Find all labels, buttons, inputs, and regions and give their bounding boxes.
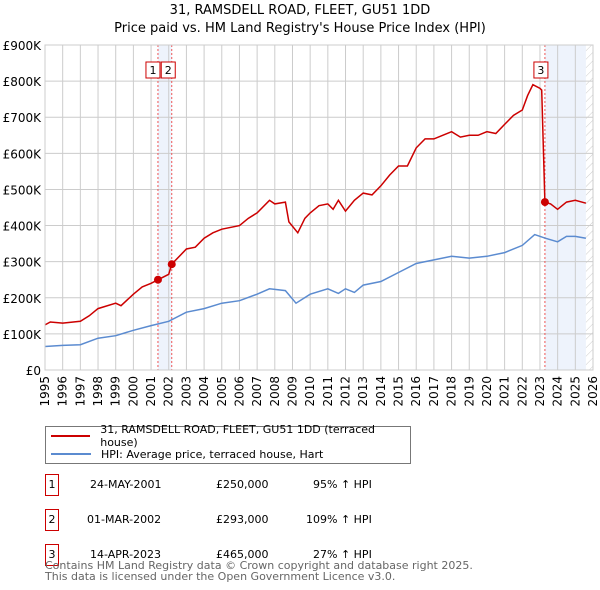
x-tick-label: 2011 — [321, 376, 335, 407]
y-tick-label: £800K — [3, 75, 43, 89]
sale-label: 3 — [537, 64, 544, 77]
x-tick-label: 1996 — [56, 376, 70, 407]
legend-swatch-hpi — [51, 453, 91, 455]
y-tick-label: £400K — [3, 220, 43, 234]
price-chart: £0 £100K £200K £300K £400K £500K £600K £700K £80… — [3, 39, 600, 407]
transaction-hpi: 27% ↑ HPI — [313, 548, 372, 561]
x-tick-label: 2019 — [462, 376, 476, 407]
transaction-date: 14-APR-2023 — [90, 548, 162, 561]
attribution-line-2: This data is licensed under the Open Gov… — [45, 570, 396, 583]
x-tick-label: 2018 — [445, 376, 459, 407]
legend-label-hpi: HPI: Average price, terraced house, Hart — [101, 447, 324, 461]
legend-label-property: 31, RAMSDELL ROAD, FLEET, GU51 1DD (terr… — [100, 423, 376, 449]
x-tick-label: 2025 — [568, 376, 582, 407]
transaction-row: 1 24-MAY-2001 £250,000 95% ↑ HPI — [45, 474, 445, 496]
sale-label-box — [160, 61, 176, 79]
attribution: Contains HM Land Registry data © Crown c… — [45, 560, 473, 582]
transaction-number: 1 — [45, 474, 59, 496]
x-tick-label: 2022 — [515, 376, 529, 407]
x-tick-label: 2020 — [480, 376, 494, 407]
x-tick-label: 1998 — [91, 376, 105, 407]
x-tick-label: 1997 — [73, 376, 87, 407]
x-tick-label: 2002 — [162, 376, 176, 407]
plot-frame — [44, 44, 594, 371]
y-tick-label: £200K — [3, 292, 43, 306]
x-tick-label: 2014 — [374, 376, 388, 407]
x-tick-label: 2001 — [144, 376, 158, 407]
x-tick-label: 2021 — [498, 376, 512, 407]
transaction-price: £465,000 — [216, 548, 269, 561]
y-tick-label: £0 — [26, 364, 41, 378]
y-tick-label: £300K — [3, 256, 43, 270]
x-tick-label: 1995 — [38, 376, 52, 407]
x-tick-label: 2016 — [409, 376, 423, 407]
legend: 31, RAMSDELL ROAD, FLEET, GU51 1DD (terr… — [45, 423, 411, 464]
sale-point — [153, 275, 162, 284]
legend-item-hpi: HPI: Average price, terraced house, Hart — [51, 445, 323, 463]
chart-title: 31, RAMSDELL ROAD, FLEET, GU51 1DD — [169, 3, 431, 18]
x-tick-label: 2023 — [533, 376, 547, 407]
x-tick-label: 1999 — [109, 376, 123, 407]
transaction-date: 24-MAY-2001 — [90, 478, 162, 491]
transaction-price: £293,000 — [216, 513, 269, 526]
sale-point — [167, 260, 176, 269]
x-tick-label: 2008 — [268, 376, 282, 407]
hpi-line — [44, 233, 587, 348]
legend-item-property: 31, RAMSDELL ROAD, FLEET, GU51 1DD (terr… — [51, 423, 410, 449]
x-tick-label: 2012 — [339, 376, 353, 407]
chart-subtitle: Price paid vs. HM Land Registry's House … — [114, 21, 486, 36]
transaction-hpi: 95% ↑ HPI — [313, 478, 372, 491]
legend-swatch-property — [51, 435, 91, 437]
y-tick-label: £600K — [3, 147, 43, 161]
transaction-number: 3 — [45, 544, 59, 566]
sale-label-box — [145, 61, 161, 79]
x-tick-label: 2004 — [197, 376, 211, 407]
x-tick-label: 2024 — [551, 376, 565, 407]
transaction-date: 01-MAR-2002 — [87, 513, 162, 526]
y-tick-label: £500K — [3, 183, 43, 197]
transaction-number: 2 — [45, 509, 59, 531]
y-tick-label: £100K — [3, 328, 43, 342]
x-tick-label: 2007 — [250, 376, 264, 407]
transaction-price: £250,000 — [216, 478, 269, 491]
sale-label-box — [533, 61, 549, 79]
sale-label: 1 — [149, 64, 156, 77]
transaction-row: 3 14-APR-2023 £465,000 27% ↑ HPI — [45, 544, 445, 566]
transaction-row: 2 01-MAR-2002 £293,000 109% ↑ HPI — [45, 509, 445, 531]
x-tick-label: 2003 — [179, 376, 193, 407]
x-tick-label: 2010 — [303, 376, 317, 407]
y-tick-label: £900K — [3, 39, 43, 53]
x-tick-label: 2026 — [586, 376, 600, 407]
attribution-line-1: Contains HM Land Registry data © Crown c… — [45, 559, 473, 572]
transaction-hpi: 109% ↑ HPI — [306, 513, 372, 526]
sale-label: 2 — [165, 64, 172, 77]
x-tick-label: 2013 — [356, 376, 370, 407]
x-tick-label: 2000 — [126, 376, 140, 407]
x-tick-label: 2017 — [427, 376, 441, 407]
x-tick-label: 2009 — [285, 376, 299, 407]
x-tick-label: 2005 — [215, 376, 229, 407]
sale-point — [540, 198, 549, 207]
x-tick-label: 2015 — [392, 376, 406, 407]
shaded-period-3 — [544, 45, 586, 370]
x-tick-label: 2006 — [232, 376, 246, 407]
forecast-hatch — [585, 45, 593, 370]
y-tick-label: £700K — [3, 111, 43, 125]
